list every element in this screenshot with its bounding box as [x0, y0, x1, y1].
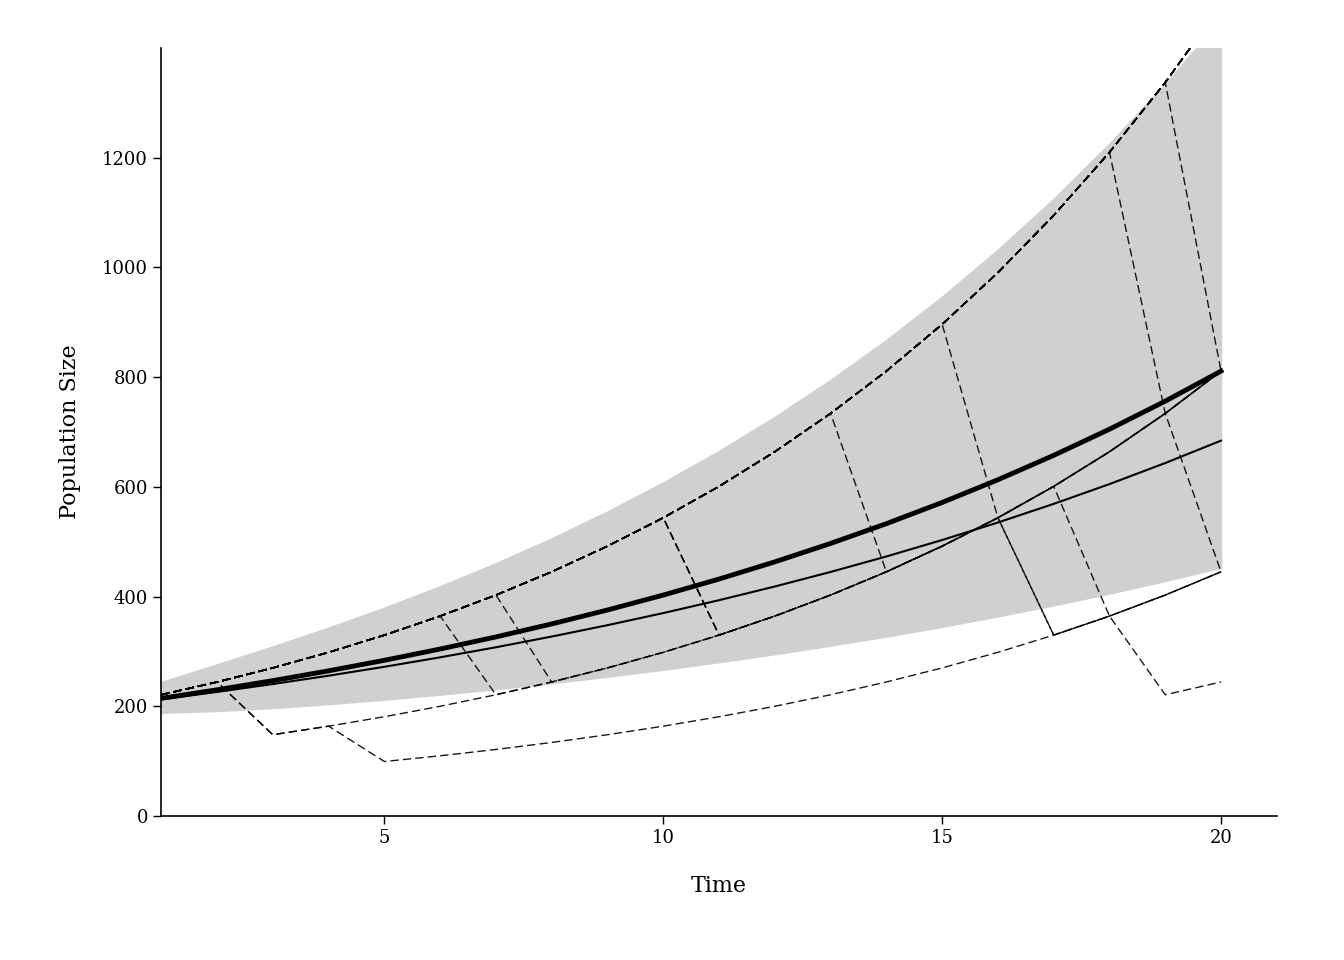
Y-axis label: Population Size: Population Size — [59, 345, 81, 519]
X-axis label: Time: Time — [691, 875, 747, 897]
